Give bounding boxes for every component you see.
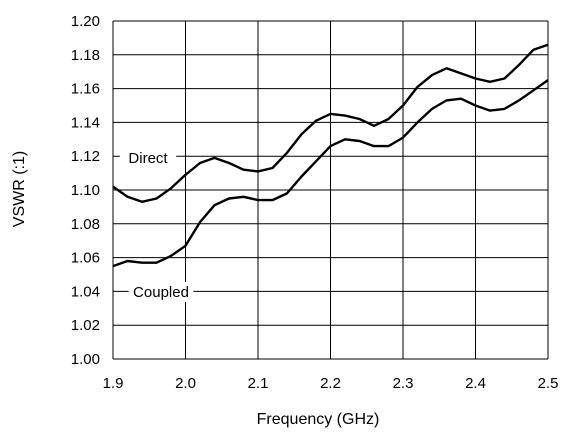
y-tick-label: 1.16: [71, 81, 100, 98]
y-tick-label: 1.12: [71, 148, 100, 165]
y-tick-label: 1.04: [71, 283, 100, 300]
y-tick-label: 1.02: [71, 317, 100, 334]
y-tick-label: 1.14: [71, 114, 100, 131]
series-label-direct: Direct: [128, 150, 168, 167]
x-axis-label: Frequency (GHz): [257, 411, 380, 428]
x-tick-label: 2.0: [175, 375, 196, 392]
x-tick-label: 2.5: [538, 375, 559, 392]
y-tick-label: 1.20: [71, 13, 100, 30]
series-labels: Direct Coupled: [119, 148, 194, 302]
y-tick-label: 1.08: [71, 216, 100, 233]
y-tick-label: 1.00: [71, 351, 100, 368]
grid: [112, 20, 549, 360]
y-tick-label: 1.06: [71, 250, 100, 267]
series-lines: [112, 43, 549, 268]
x-tick-label: 2.1: [248, 375, 269, 392]
x-tick-label: 2.3: [393, 375, 414, 392]
x-tick-label: 2.2: [320, 375, 341, 392]
x-tick-labels: 1.9 2.0 2.1 2.2 2.3 2.4 2.5: [103, 375, 559, 392]
y-axis-label: VSWR (:1): [11, 151, 28, 227]
y-tick-label: 1.10: [71, 182, 100, 199]
series-label-coupled: Coupled: [133, 284, 189, 301]
y-tick-labels: 1.00 1.02 1.04 1.06 1.08 1.10 1.12 1.14 1.16 1.18…: [71, 13, 100, 368]
series-line-coupled: [112, 79, 549, 268]
series-label-background: [128, 282, 194, 302]
x-tick-label: 1.9: [103, 375, 124, 392]
series-line-direct: [112, 43, 549, 204]
series-label-background: [119, 148, 177, 168]
x-tick-label: 2.4: [465, 375, 486, 392]
y-tick-label: 1.18: [71, 47, 100, 64]
